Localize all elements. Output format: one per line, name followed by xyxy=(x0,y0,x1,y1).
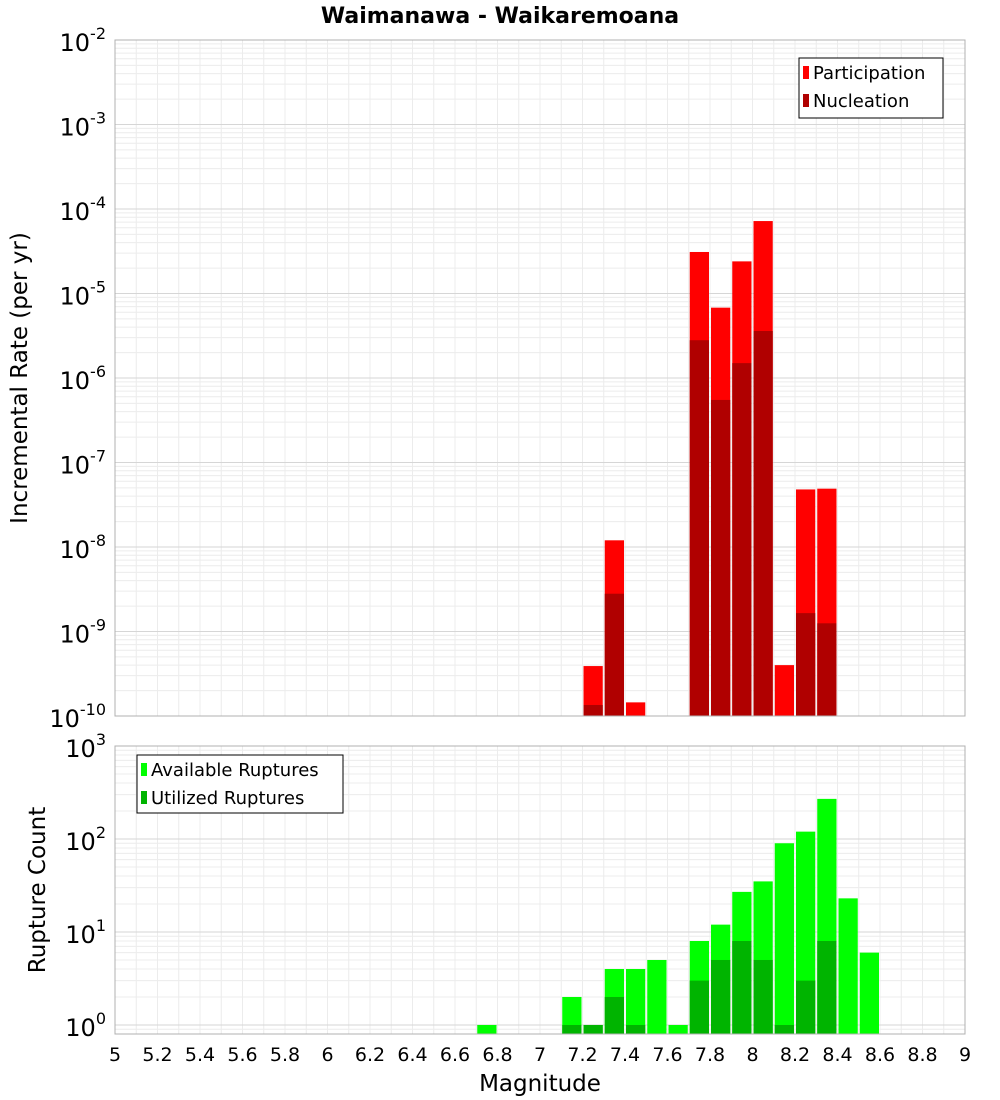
bottom-bar-utilized-ruptures xyxy=(689,980,709,1034)
top-bar-nucleation xyxy=(817,623,837,716)
top-gridlines xyxy=(114,39,966,717)
bottom-y-tick-label: 101 xyxy=(65,916,106,949)
bottom-bar-utilized-ruptures xyxy=(583,1024,603,1034)
bottom-legend-swatch xyxy=(141,791,147,804)
bottom-plot-frame xyxy=(114,745,966,1035)
bottom-y-tick-label: 103 xyxy=(65,730,106,763)
bottom-y-axis-label: Rupture Count xyxy=(25,807,51,973)
bottom-bar-available-ruptures xyxy=(562,996,582,1034)
bottom-legend-label: Available Ruptures xyxy=(151,760,319,781)
top-bar-nucleation xyxy=(583,704,603,716)
top-legend-label: Participation xyxy=(813,63,925,84)
x-tick-label: 5 xyxy=(109,1044,121,1066)
top-series-1 xyxy=(583,330,837,716)
bottom-bar-utilized-ruptures xyxy=(817,941,837,1034)
top-bar-nucleation xyxy=(711,399,731,716)
bottom-bar-utilized-ruptures xyxy=(753,959,773,1034)
top-y-tick-label: 10-7 xyxy=(60,447,107,480)
top-bar-nucleation xyxy=(796,613,816,716)
x-tick-label: 5.8 xyxy=(270,1044,300,1066)
bottom-bar-utilized-ruptures xyxy=(626,1024,646,1034)
bottom-series-1 xyxy=(562,941,837,1034)
x-tick-label: 7.2 xyxy=(567,1044,597,1066)
bottom-y-tick-label: 100 xyxy=(65,1009,106,1042)
chart-title: Waimanawa - Waikaremoana xyxy=(321,4,679,29)
x-tick-label: 6 xyxy=(321,1044,333,1066)
x-tick-label: 6.2 xyxy=(355,1044,385,1066)
x-tick-label: 8.8 xyxy=(907,1044,937,1066)
top-y-tick-label: 10-3 xyxy=(60,109,107,142)
top-bar-nucleation xyxy=(604,593,624,716)
top-bar-nucleation xyxy=(689,340,709,716)
x-tick-label: 6.6 xyxy=(440,1044,470,1066)
bottom-bar-available-ruptures xyxy=(774,843,794,1034)
x-tick-label: 6.4 xyxy=(397,1044,427,1066)
x-tick-label: 9 xyxy=(959,1044,971,1066)
x-axis-label: Magnitude xyxy=(479,1071,601,1097)
top-legend-swatch xyxy=(803,66,809,79)
bottom-bar-available-ruptures xyxy=(477,1024,497,1034)
bottom-bar-available-ruptures xyxy=(626,968,646,1034)
x-tick-label: 7.8 xyxy=(695,1044,725,1066)
bottom-bar-available-ruptures xyxy=(838,898,858,1034)
bottom-bar-utilized-ruptures xyxy=(796,980,816,1034)
x-tick-label: 6.8 xyxy=(482,1044,512,1066)
x-tick-label: 7 xyxy=(534,1044,546,1066)
x-tick-label: 8.2 xyxy=(780,1044,810,1066)
bottom-bar-available-ruptures xyxy=(859,952,879,1034)
x-tick-label: 5.2 xyxy=(142,1044,172,1066)
top-y-tick-label: 10-9 xyxy=(60,616,107,649)
top-y-tick-label: 10-6 xyxy=(60,362,107,395)
top-bar-participation xyxy=(583,666,603,716)
top-bar-participation xyxy=(626,702,646,716)
top-y-tick-label: 10-5 xyxy=(60,278,107,311)
bottom-y-tick-label: 102 xyxy=(65,823,106,856)
bottom-legend-swatch xyxy=(141,763,147,776)
bottom-bar-utilized-ruptures xyxy=(562,1024,582,1034)
top-y-tick-label: 10-2 xyxy=(60,24,107,57)
bottom-legend: Available Ruptures Utilized Ruptures xyxy=(136,754,344,814)
top-bar-nucleation xyxy=(753,330,773,716)
bottom-legend-label: Utilized Ruptures xyxy=(151,788,304,809)
x-tick-label: 8.4 xyxy=(822,1044,852,1066)
bottom-bar-utilized-ruptures xyxy=(711,959,731,1034)
bottom-bar-utilized-ruptures xyxy=(774,1024,794,1034)
top-bar-participation xyxy=(774,665,794,716)
top-legend-box xyxy=(798,57,944,119)
bottom-legend-box xyxy=(136,754,344,814)
x-tick-label: 7.6 xyxy=(652,1044,682,1066)
top-legend: Participation Nucleation xyxy=(798,57,944,119)
x-tick-label: 5.6 xyxy=(227,1044,257,1066)
x-tick-label: 8.6 xyxy=(865,1044,895,1066)
top-legend-swatch xyxy=(803,94,809,107)
x-tick-label: 8 xyxy=(746,1044,758,1066)
top-y-tick-label: 10-8 xyxy=(60,531,107,564)
bottom-bar-available-ruptures xyxy=(668,1024,688,1034)
top-y-axis-label: Incremental Rate (per yr) xyxy=(7,232,33,524)
x-tick-label: 7.4 xyxy=(610,1044,640,1066)
bottom-bar-utilized-ruptures xyxy=(604,996,624,1034)
top-y-tick-label: 10-10 xyxy=(49,700,106,733)
bottom-bar-utilized-ruptures xyxy=(732,941,752,1034)
bottom-bar-available-ruptures xyxy=(647,959,667,1034)
top-legend-label: Nucleation xyxy=(813,91,909,112)
x-tick-label: 5.4 xyxy=(185,1044,215,1066)
top-plot-frame xyxy=(114,39,966,717)
top-bar-nucleation xyxy=(732,363,752,716)
top-y-tick-label: 10-4 xyxy=(60,193,107,226)
